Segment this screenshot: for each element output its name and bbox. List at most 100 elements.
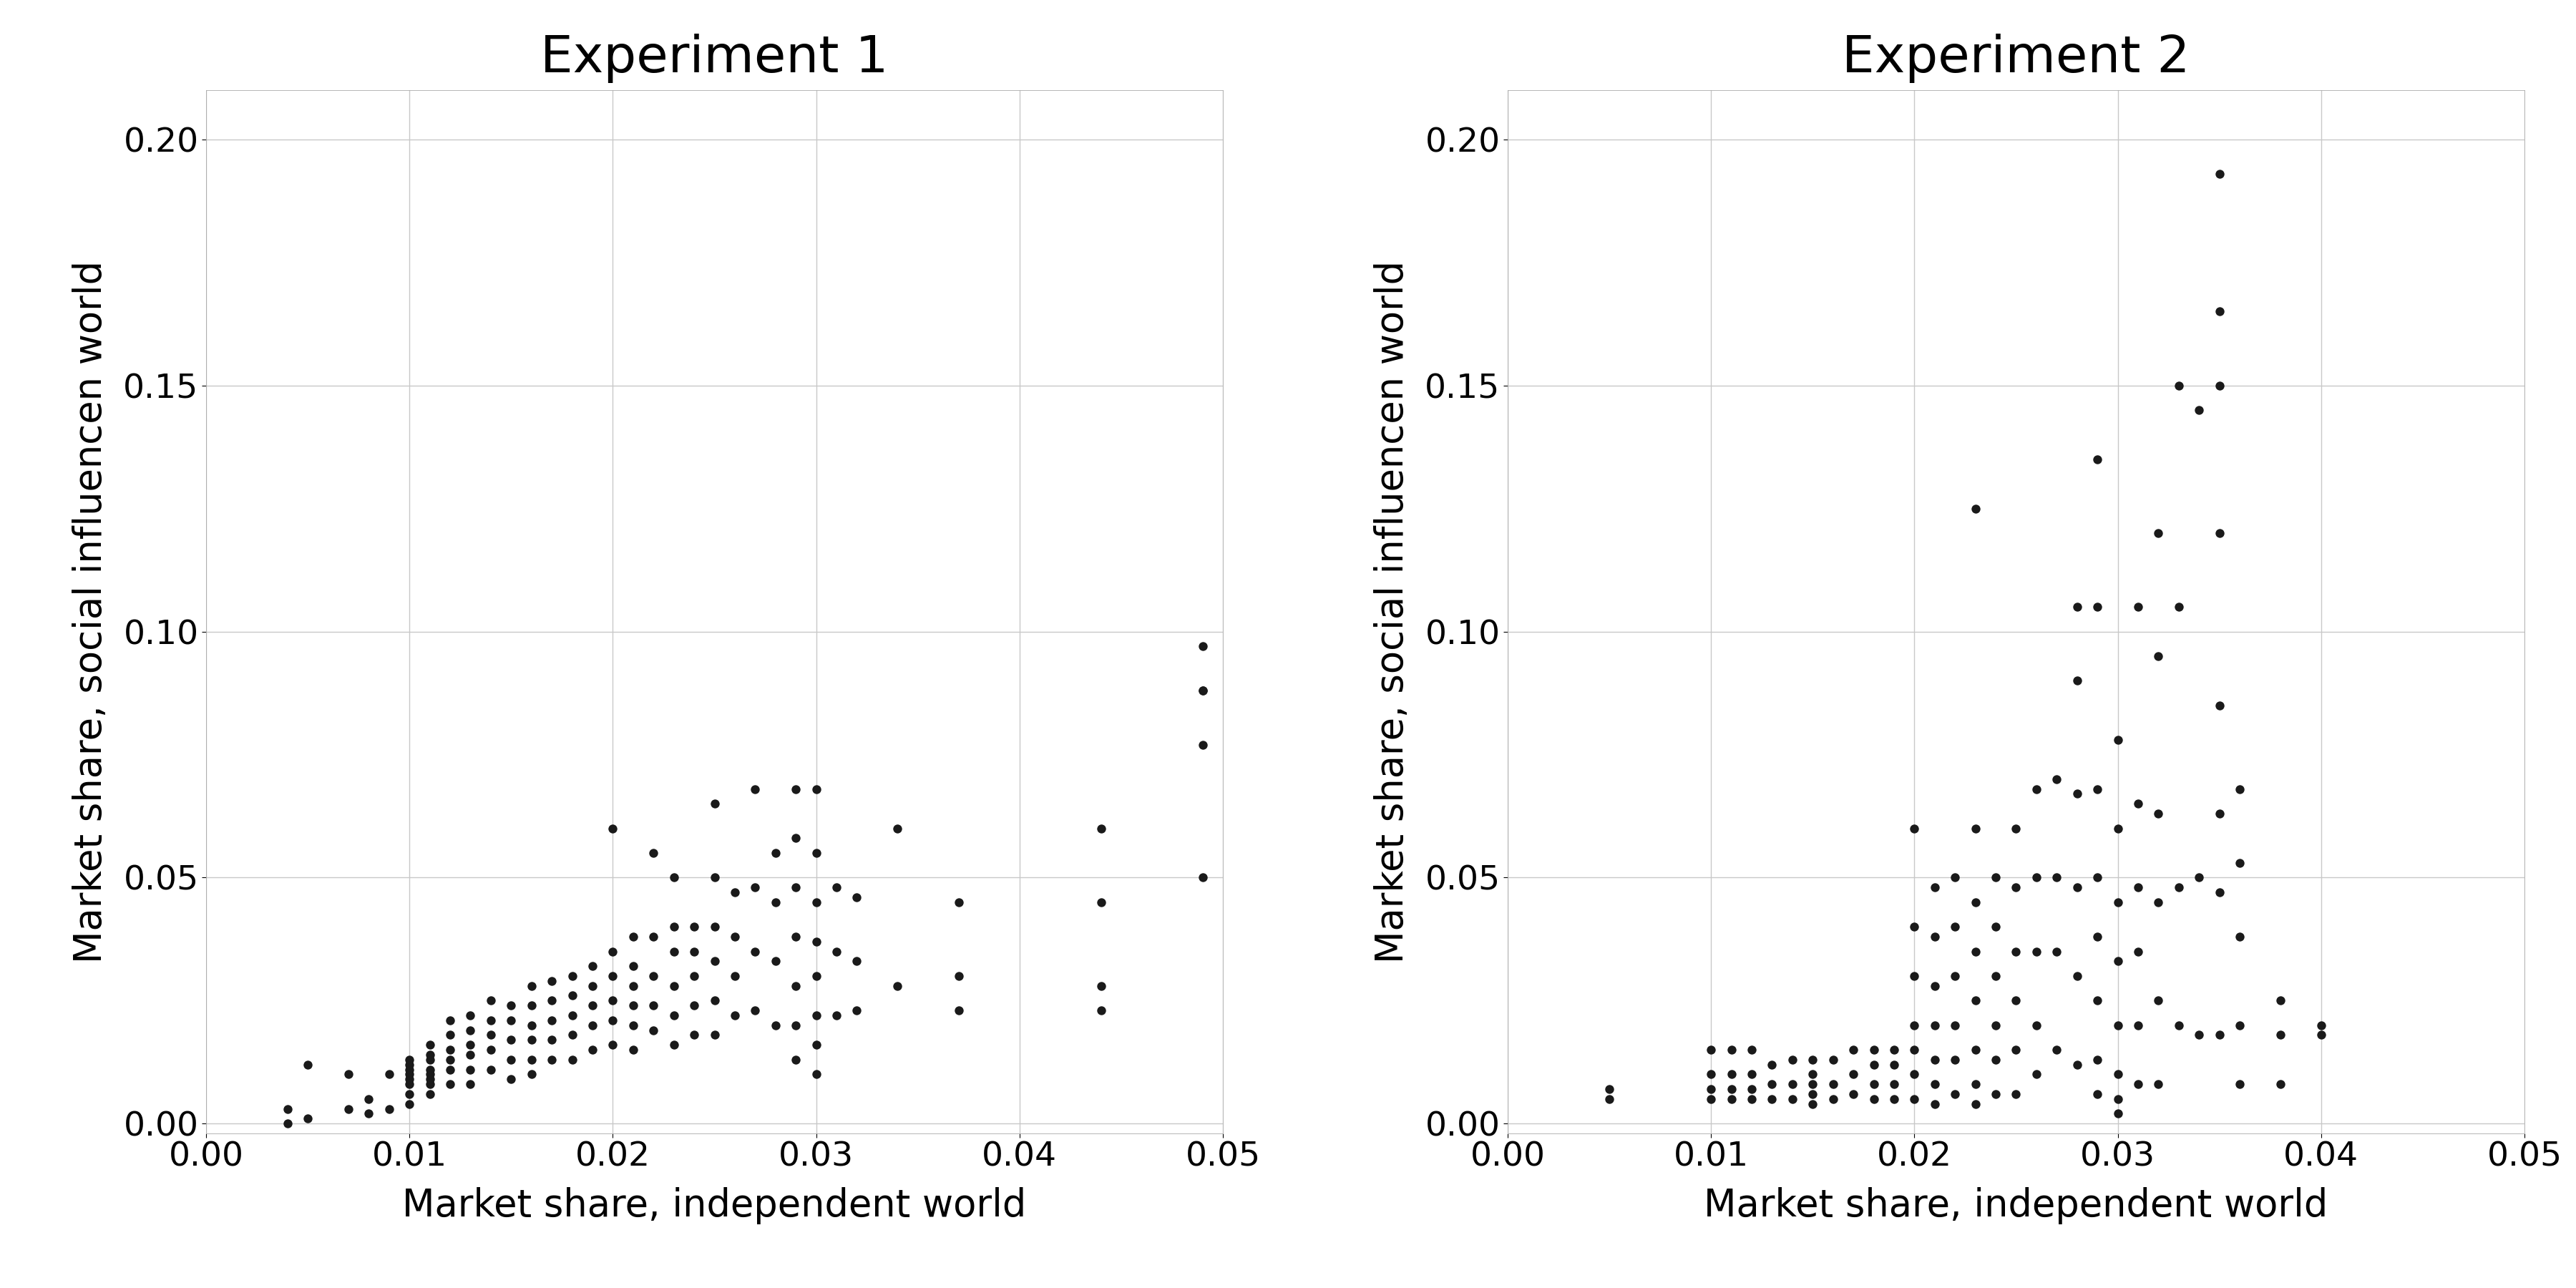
Point: [1976, 1083, 2017, 1104]
Point: [2200, 523, 2241, 544]
Point: [510, 1064, 551, 1084]
Point: [2218, 853, 2259, 873]
Point: [410, 1064, 451, 1084]
Point: [876, 975, 917, 996]
Point: [510, 1050, 551, 1070]
Point: [714, 1005, 755, 1025]
Point: [2300, 1015, 2342, 1036]
Point: [1710, 1088, 1752, 1109]
Point: [2076, 1083, 2117, 1104]
Point: [634, 966, 675, 987]
Point: [1893, 818, 1935, 838]
Point: [1996, 1083, 2038, 1104]
Point: [410, 1074, 451, 1095]
Point: [2117, 1074, 2159, 1095]
Point: [1731, 1039, 1772, 1060]
Point: [714, 966, 755, 987]
Point: [1690, 1079, 1731, 1100]
Point: [755, 842, 796, 863]
Point: [1955, 1094, 1996, 1114]
Point: [1852, 1055, 1893, 1075]
Point: [2056, 670, 2097, 690]
Point: [796, 842, 837, 863]
Point: [389, 1074, 430, 1095]
Point: [2218, 779, 2259, 800]
Point: [2200, 1025, 2241, 1046]
Point: [2200, 301, 2241, 322]
Point: [734, 999, 775, 1020]
Point: [592, 990, 634, 1011]
Point: [1935, 1083, 1976, 1104]
Point: [2200, 882, 2241, 903]
Point: [572, 1039, 613, 1060]
Point: [2076, 926, 2117, 947]
Point: [654, 1005, 696, 1025]
Point: [1814, 1050, 1855, 1070]
Point: [1079, 891, 1121, 912]
Point: [2097, 951, 2138, 971]
Point: [1873, 1074, 1914, 1095]
Point: [1955, 942, 1996, 962]
Point: [2056, 966, 2097, 987]
Point: [837, 999, 878, 1020]
Point: [327, 1099, 368, 1119]
Point: [1182, 636, 1224, 657]
Point: [1852, 1088, 1893, 1109]
Point: [1752, 1055, 1793, 1075]
Point: [592, 1034, 634, 1055]
Point: [1935, 1015, 1976, 1036]
Point: [755, 951, 796, 971]
Point: [1996, 818, 2038, 838]
Point: [654, 1034, 696, 1055]
Point: [1731, 1064, 1772, 1084]
Point: [613, 926, 654, 947]
Point: [2056, 783, 2097, 804]
Point: [775, 779, 817, 800]
Point: [1935, 917, 1976, 938]
Point: [938, 891, 979, 912]
Point: [2218, 1015, 2259, 1036]
Point: [796, 1034, 837, 1055]
Point: [2076, 990, 2117, 1011]
Point: [430, 1039, 471, 1060]
Point: [1079, 975, 1121, 996]
Point: [286, 1055, 327, 1075]
Point: [2117, 793, 2159, 814]
Point: [531, 990, 572, 1011]
Point: [2056, 596, 2097, 617]
Point: [775, 975, 817, 996]
Point: [2017, 779, 2058, 800]
Point: [1873, 1088, 1914, 1109]
Point: [2076, 867, 2117, 887]
Point: [1690, 1088, 1731, 1109]
Point: [2200, 696, 2241, 716]
Point: [1793, 1064, 1834, 1084]
Point: [714, 882, 755, 903]
Point: [1710, 1039, 1752, 1060]
Point: [654, 867, 696, 887]
Point: [1976, 966, 2017, 987]
Point: [672, 996, 714, 1016]
Point: [2259, 990, 2300, 1011]
Point: [755, 1015, 796, 1036]
Point: [510, 996, 551, 1016]
Point: [734, 942, 775, 962]
Point: [489, 1069, 531, 1090]
Point: [327, 1064, 368, 1084]
Point: [837, 951, 878, 971]
Point: [2138, 804, 2179, 824]
Point: [817, 1005, 858, 1025]
Point: [1772, 1088, 1814, 1109]
Point: [2138, 1074, 2179, 1095]
Point: [796, 1005, 837, 1025]
Point: [2097, 891, 2138, 912]
Point: [348, 1088, 389, 1109]
Point: [551, 1005, 592, 1025]
Point: [471, 990, 513, 1011]
Point: [451, 1045, 492, 1065]
Point: [592, 1010, 634, 1030]
Point: [2218, 926, 2259, 947]
Point: [714, 926, 755, 947]
Point: [1893, 1088, 1935, 1109]
X-axis label: Market share, independent world: Market share, independent world: [402, 1188, 1028, 1224]
